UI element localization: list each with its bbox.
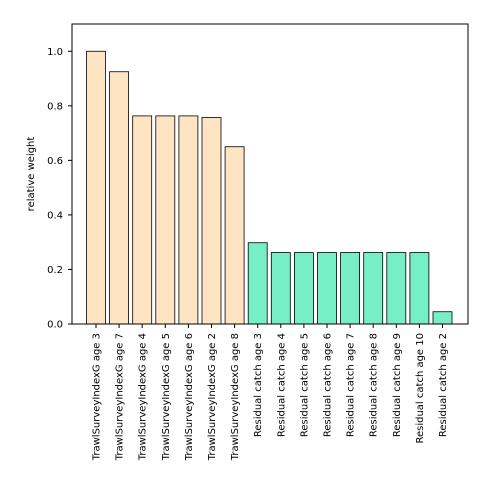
y-axis: 0.0 0.2 0.4 0.6 0.8 1.0 bbox=[47, 47, 72, 331]
bar-15 bbox=[409, 252, 430, 325]
y-tick-label-6: 1.0 bbox=[47, 47, 63, 58]
bar-9 bbox=[270, 252, 291, 325]
x-tick-label-2: TrawlSurveyIndexG age 7 bbox=[115, 333, 126, 461]
bar-13 bbox=[363, 252, 384, 325]
bar-4 bbox=[155, 115, 176, 325]
plot-frame bbox=[71, 23, 469, 325]
x-tick-label-12: Residual catch age 7 bbox=[346, 333, 357, 437]
x-tick-label-16: Residual catch age 2 bbox=[438, 333, 449, 437]
bar-7 bbox=[224, 146, 245, 325]
bar-16 bbox=[432, 311, 453, 325]
bar-3 bbox=[132, 115, 153, 325]
y-axis-label: relative weight bbox=[26, 137, 37, 212]
bar-5 bbox=[178, 115, 199, 325]
bar-10 bbox=[293, 252, 314, 325]
y-tick-label-1: 0.0 bbox=[47, 320, 63, 331]
bars-group bbox=[86, 50, 453, 325]
x-tick-label-7: TrawlSurveyIndexG age 8 bbox=[230, 333, 241, 461]
x-tick-label-5: TrawlSurveyIndexG age 6 bbox=[184, 333, 195, 461]
x-tick-label-15: Residual catch age 10 bbox=[415, 333, 426, 444]
x-tick-label-3: TrawlSurveyIndexG age 4 bbox=[138, 333, 149, 461]
y-tick-label-5: 0.8 bbox=[47, 101, 63, 112]
x-tick-label-9: Residual catch age 4 bbox=[276, 333, 287, 437]
bar-11 bbox=[317, 252, 337, 325]
bar-8 bbox=[247, 242, 268, 325]
x-tick-label-8: Residual catch age 3 bbox=[253, 333, 264, 437]
bar-6 bbox=[201, 117, 222, 325]
bar-14 bbox=[386, 252, 407, 325]
x-tick-label-13: Residual catch age 8 bbox=[369, 333, 380, 437]
x-axis: TrawlSurveyIndexG age 3 TrawlSurveyIndexG… bbox=[92, 324, 449, 461]
x-tick-label-11: Residual catch age 6 bbox=[323, 333, 334, 437]
x-tick-label-14: Residual catch age 9 bbox=[392, 333, 403, 437]
bar-1 bbox=[86, 50, 106, 325]
bar-2 bbox=[109, 71, 129, 325]
y-tick-label-4: 0.6 bbox=[47, 156, 63, 167]
x-tick-label-4: TrawlSurveyIndexG age 5 bbox=[161, 333, 172, 461]
x-tick-label-1: TrawlSurveyIndexG age 3 bbox=[92, 333, 103, 461]
x-tick-label-10: Residual catch age 5 bbox=[299, 333, 310, 437]
x-tick-label-6: TrawlSurveyIndexG age 2 bbox=[207, 333, 218, 461]
y-tick-label-3: 0.4 bbox=[47, 210, 63, 221]
y-tick-label-2: 0.2 bbox=[47, 265, 63, 276]
bar-12 bbox=[340, 252, 361, 325]
